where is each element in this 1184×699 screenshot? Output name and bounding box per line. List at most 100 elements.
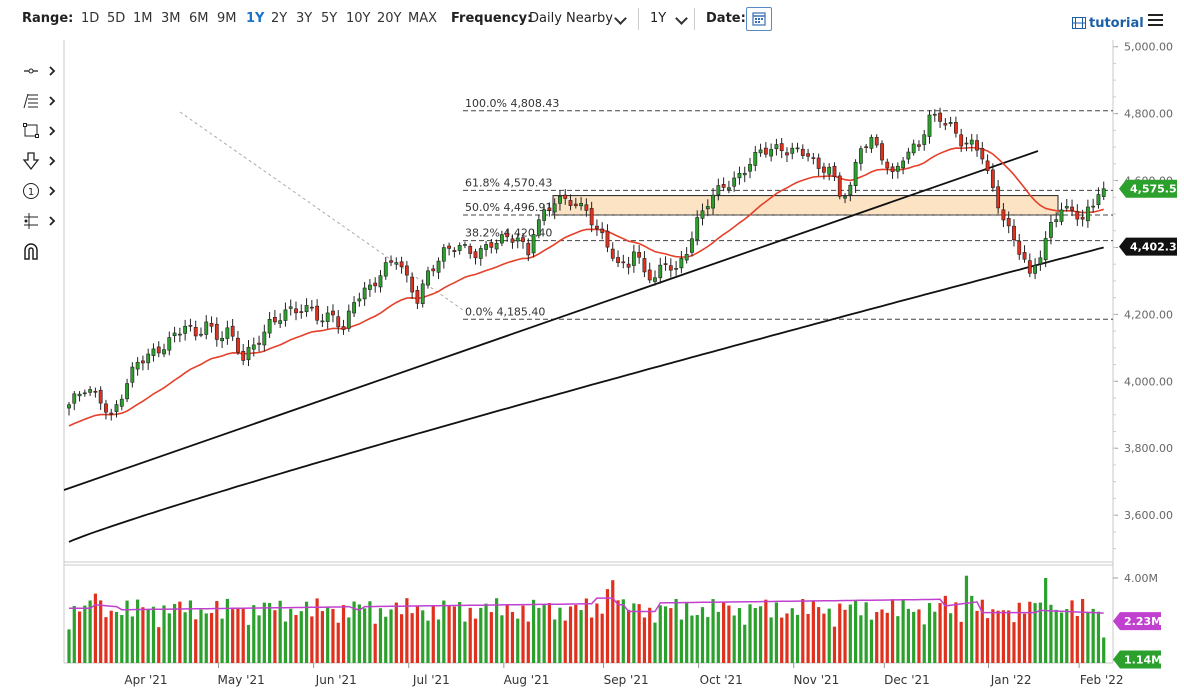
candle-body[interactable]: [299, 311, 304, 313]
volume-bar[interactable]: [938, 603, 942, 663]
volume-bar[interactable]: [310, 616, 314, 663]
volume-bar[interactable]: [568, 606, 573, 663]
chevron-right-icon[interactable]: [48, 180, 58, 202]
volume-bar[interactable]: [1096, 611, 1101, 663]
candle-body[interactable]: [901, 160, 906, 169]
candle-body[interactable]: [72, 393, 77, 404]
volume-bar[interactable]: [394, 602, 398, 663]
volume-bar[interactable]: [669, 608, 673, 663]
volume-bar[interactable]: [151, 606, 156, 663]
volume-bar[interactable]: [463, 621, 467, 663]
volume-bar[interactable]: [838, 603, 842, 663]
candle-body[interactable]: [484, 244, 488, 250]
volume-bar[interactable]: [743, 624, 747, 663]
candle-body[interactable]: [1027, 260, 1032, 274]
candle-body[interactable]: [568, 200, 573, 206]
candle-body[interactable]: [246, 347, 251, 361]
candle-body[interactable]: [447, 245, 452, 249]
volume-bar[interactable]: [954, 602, 958, 663]
candle-body[interactable]: [969, 139, 974, 145]
volume-bar[interactable]: [521, 605, 525, 663]
candle-body[interactable]: [309, 306, 314, 309]
candle-body[interactable]: [763, 147, 768, 155]
candle-body[interactable]: [288, 306, 293, 309]
candle-body[interactable]: [114, 404, 119, 412]
candle-body[interactable]: [1038, 257, 1043, 265]
candle-body[interactable]: [954, 122, 958, 134]
volume-bar[interactable]: [415, 605, 420, 663]
range-5d[interactable]: 5D: [107, 11, 126, 26]
candle-body[interactable]: [383, 262, 388, 277]
candle-body[interactable]: [996, 186, 1001, 209]
volume-bar[interactable]: [347, 617, 351, 663]
volume-bar[interactable]: [215, 601, 219, 663]
volume-bar[interactable]: [183, 612, 187, 663]
volume-bar[interactable]: [405, 598, 409, 663]
volume-bar[interactable]: [727, 605, 731, 663]
candle-body[interactable]: [1085, 206, 1090, 222]
volume-bar[interactable]: [294, 615, 298, 663]
volume-bar[interactable]: [811, 601, 815, 663]
volume-bar[interactable]: [241, 607, 245, 663]
volume-bar[interactable]: [1012, 622, 1016, 663]
volume-bar[interactable]: [1065, 609, 1069, 663]
chevron-right-icon[interactable]: [48, 90, 58, 112]
volume-bar[interactable]: [822, 613, 826, 663]
candle-body[interactable]: [990, 169, 995, 188]
candle-body[interactable]: [98, 389, 103, 404]
volume-bar[interactable]: [162, 605, 166, 663]
candle-body[interactable]: [1012, 225, 1016, 241]
volume-bar[interactable]: [927, 603, 932, 663]
candle-body[interactable]: [922, 134, 927, 145]
candle-body[interactable]: [832, 165, 837, 177]
candle-body[interactable]: [837, 175, 842, 197]
candle-body[interactable]: [346, 310, 351, 329]
sma-200-line[interactable]: [68, 246, 1104, 543]
volume-bar[interactable]: [880, 609, 884, 663]
volume-bar[interactable]: [853, 600, 858, 663]
fib-zone-rectangle[interactable]: [552, 195, 1059, 216]
range-10y[interactable]: 10Y: [346, 11, 371, 26]
candle-body[interactable]: [975, 140, 979, 151]
volume-bar[interactable]: [722, 602, 726, 663]
volume-bar[interactable]: [436, 619, 441, 663]
candle-body[interactable]: [1091, 205, 1096, 208]
volume-bar[interactable]: [917, 609, 921, 663]
candle-body[interactable]: [769, 149, 774, 157]
volume-bar[interactable]: [563, 620, 567, 663]
volume-bar[interactable]: [975, 610, 979, 663]
candle-body[interactable]: [283, 309, 288, 321]
candle-body[interactable]: [938, 112, 942, 122]
range-1m[interactable]: 1M: [133, 11, 153, 26]
candle-body[interactable]: [1033, 265, 1037, 274]
volume-bar[interactable]: [136, 599, 140, 663]
candle-body[interactable]: [415, 290, 420, 304]
volume-bar[interactable]: [679, 619, 683, 663]
candle-body[interactable]: [431, 268, 436, 272]
volume-bar[interactable]: [859, 615, 863, 663]
candle-body[interactable]: [959, 134, 964, 147]
volume-bar[interactable]: [542, 604, 546, 663]
candle-body[interactable]: [943, 123, 948, 126]
volume-bar[interactable]: [194, 619, 198, 663]
volume-bar[interactable]: [399, 614, 404, 663]
candle-body[interactable]: [1049, 221, 1053, 238]
candle-body[interactable]: [151, 348, 156, 356]
volume-bar[interactable]: [1001, 610, 1006, 663]
candle-body[interactable]: [188, 324, 193, 327]
volume-bar[interactable]: [753, 608, 757, 663]
candle-body[interactable]: [499, 234, 504, 244]
volume-bar[interactable]: [447, 606, 451, 663]
candle-body[interactable]: [895, 165, 900, 172]
volume-bar[interactable]: [906, 608, 910, 663]
candle-body[interactable]: [980, 148, 985, 160]
volume-bar[interactable]: [157, 627, 161, 663]
frequency-dropdown[interactable]: Daily Nearby: [529, 11, 614, 26]
volume-bar[interactable]: [473, 618, 478, 663]
volume-bar[interactable]: [869, 619, 874, 663]
candle-body[interactable]: [774, 144, 779, 150]
candle-body[interactable]: [162, 349, 166, 355]
candle-body[interactable]: [637, 252, 642, 258]
candle-body[interactable]: [214, 323, 219, 340]
volume-bar[interactable]: [510, 611, 515, 663]
